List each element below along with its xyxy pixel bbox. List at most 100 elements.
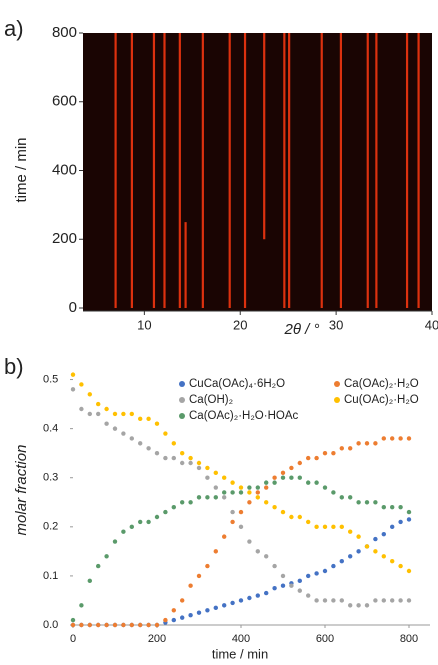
- data-point: [398, 563, 403, 569]
- data-point: [87, 622, 93, 628]
- data-point: [180, 450, 185, 456]
- legend-label: CuCa(OAc)₄·6H₂O: [189, 378, 285, 390]
- data-point: [306, 480, 311, 485]
- data-point: [70, 622, 76, 628]
- data-point: [348, 603, 353, 608]
- data-point: [163, 509, 168, 515]
- data-point: [129, 622, 134, 628]
- data-point: [79, 622, 84, 628]
- data-point: [255, 485, 260, 490]
- data-point: [381, 436, 386, 441]
- data-point: [87, 411, 93, 417]
- data-point: [314, 455, 319, 461]
- data-point: [188, 460, 193, 466]
- data-point: [121, 431, 126, 436]
- data-point: [356, 534, 361, 539]
- x-tick-label: 800: [400, 633, 418, 645]
- data-point: [289, 583, 294, 588]
- y-tick-label: 0.2: [43, 521, 58, 533]
- data-point: [398, 598, 403, 603]
- legend-marker: [179, 413, 185, 419]
- data-point: [297, 514, 302, 520]
- data-point: [96, 401, 101, 407]
- data-point: [272, 475, 277, 480]
- data-point: [87, 392, 93, 397]
- data-point: [280, 470, 286, 476]
- x-axis-label: 2θ / °: [284, 321, 320, 338]
- data-point: [247, 595, 252, 601]
- plot-background: [83, 33, 432, 311]
- data-point: [272, 480, 277, 485]
- data-point: [255, 490, 260, 495]
- data-point: [163, 617, 168, 623]
- y-tick-label: 600: [52, 93, 77, 110]
- data-point: [373, 536, 378, 542]
- data-point: [272, 563, 277, 569]
- data-point: [373, 549, 378, 554]
- data-point: [154, 514, 160, 520]
- data-point: [163, 431, 168, 436]
- data-point: [213, 470, 218, 476]
- data-point: [205, 475, 210, 480]
- data-point: [364, 500, 370, 505]
- data-point: [213, 485, 218, 490]
- data-point: [322, 598, 328, 603]
- data-point: [171, 441, 176, 446]
- data-point: [196, 465, 202, 471]
- data-point: [356, 441, 361, 446]
- x-tick-label: 600: [316, 633, 334, 645]
- legend-marker: [179, 381, 185, 387]
- data-point: [171, 608, 176, 613]
- data-point: [112, 411, 118, 417]
- data-point: [196, 573, 202, 579]
- data-point: [188, 500, 193, 505]
- data-point: [348, 554, 353, 559]
- data-point: [121, 411, 126, 417]
- data-point: [306, 519, 311, 525]
- data-point: [180, 615, 185, 620]
- data-point: [280, 475, 286, 480]
- x-tick-label: 200: [148, 633, 166, 645]
- data-point: [297, 588, 302, 593]
- data-point: [348, 446, 353, 451]
- data-point: [146, 416, 151, 422]
- data-point: [112, 539, 118, 544]
- data-point: [339, 598, 344, 603]
- y-tick-label: 0.4: [43, 423, 58, 435]
- data-point: [222, 603, 227, 608]
- x-tick-label: 10: [137, 317, 151, 332]
- data-point: [306, 593, 311, 598]
- data-point: [213, 549, 218, 554]
- data-point: [373, 598, 378, 603]
- data-point: [247, 485, 252, 490]
- data-point: [154, 622, 160, 628]
- data-point: [289, 475, 294, 480]
- data-point: [188, 455, 193, 461]
- data-point: [356, 603, 361, 608]
- data-point: [390, 436, 395, 441]
- x-tick-label: 40: [425, 317, 438, 332]
- data-point: [230, 480, 235, 485]
- data-point: [297, 460, 302, 466]
- data-point: [272, 504, 277, 510]
- data-point: [79, 382, 84, 387]
- data-point: [306, 573, 311, 579]
- x-tick-label: 20: [233, 317, 247, 332]
- data-point: [79, 406, 84, 412]
- data-point: [406, 509, 412, 515]
- y-tick-label: 800: [52, 24, 77, 41]
- data-point: [230, 490, 235, 495]
- data-point: [180, 460, 185, 466]
- data-point: [339, 558, 344, 564]
- x-axis-label: time / min: [212, 646, 268, 661]
- data-point: [264, 480, 269, 485]
- legend-marker: [334, 397, 340, 403]
- data-point: [121, 622, 126, 628]
- data-point: [356, 549, 361, 554]
- data-point: [171, 617, 176, 623]
- data-point: [264, 485, 269, 490]
- data-point: [238, 524, 244, 530]
- data-point: [112, 622, 118, 628]
